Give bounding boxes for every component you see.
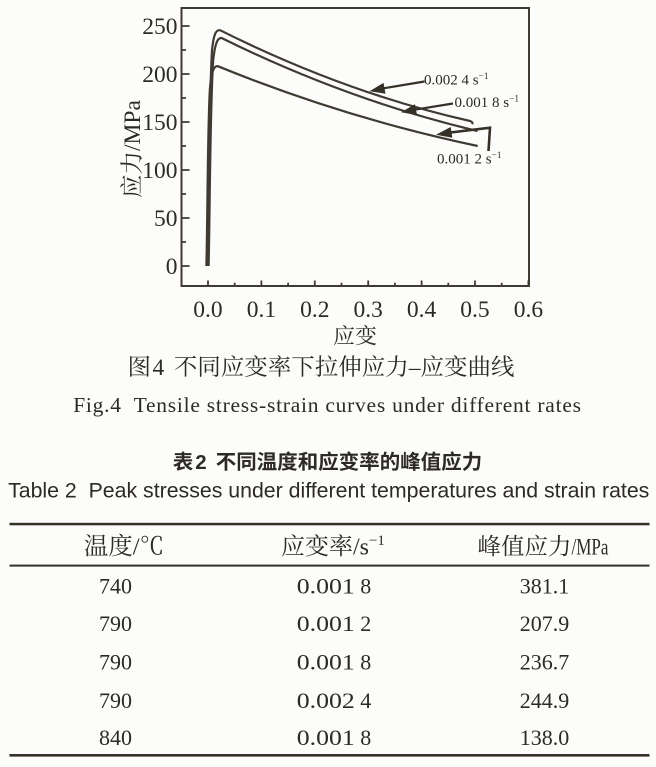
- svg-text:0: 0: [166, 254, 178, 280]
- svg-text:2: 2: [195, 451, 206, 474]
- svg-text:790: 790: [99, 688, 132, 713]
- svg-text:0.001: 0.001: [297, 650, 355, 675]
- svg-text:207.9: 207.9: [520, 611, 570, 636]
- svg-text:/MPa: /MPa: [120, 100, 146, 151]
- svg-text:–: –: [408, 355, 421, 381]
- svg-text:244.9: 244.9: [520, 688, 570, 713]
- svg-text:−1: −1: [492, 151, 502, 161]
- svg-text:/: /: [133, 534, 140, 561]
- svg-text:4: 4: [360, 688, 371, 713]
- svg-text:236.7: 236.7: [520, 650, 570, 675]
- svg-text:Table 2 Peak stresses under d: Table 2 Peak stresses under different te…: [8, 479, 649, 503]
- svg-text:740: 740: [99, 574, 132, 599]
- svg-text:0.6: 0.6: [514, 297, 544, 323]
- svg-text:0.3: 0.3: [354, 297, 383, 323]
- svg-text:50: 50: [154, 206, 178, 232]
- svg-text:0.001: 0.001: [297, 725, 355, 750]
- svg-text:Fig.4 Tensile stress-strain c: Fig.4 Tensile stress-strain curves under…: [73, 393, 582, 417]
- svg-text:200: 200: [142, 62, 177, 88]
- svg-text:0.0: 0.0: [193, 297, 222, 323]
- svg-text:100: 100: [142, 158, 177, 184]
- svg-text:8: 8: [360, 650, 371, 675]
- svg-text:0.002 4 s: 0.002 4 s: [424, 73, 479, 89]
- svg-text:8: 8: [360, 574, 371, 599]
- svg-text:0.001: 0.001: [297, 611, 355, 636]
- svg-text:790: 790: [99, 611, 132, 636]
- svg-text:/s: /s: [353, 535, 369, 561]
- svg-text:0.5: 0.5: [460, 297, 489, 323]
- svg-text:0.001 8 s: 0.001 8 s: [455, 95, 510, 111]
- svg-text:−1: −1: [369, 533, 385, 549]
- svg-text:0.4: 0.4: [407, 297, 437, 323]
- svg-text:/MPa: /MPa: [572, 535, 609, 561]
- svg-text:8: 8: [360, 725, 371, 750]
- svg-text:0.001 2 s: 0.001 2 s: [437, 152, 492, 168]
- svg-text:0.2: 0.2: [300, 297, 329, 323]
- svg-text:0.001: 0.001: [297, 574, 355, 599]
- svg-text:4: 4: [153, 355, 165, 381]
- svg-text:−1: −1: [509, 95, 519, 105]
- svg-text:0.002: 0.002: [297, 688, 355, 713]
- svg-text:138.0: 138.0: [520, 725, 570, 750]
- svg-text:840: 840: [99, 725, 132, 750]
- svg-text:790: 790: [99, 650, 132, 675]
- svg-text:−1: −1: [479, 72, 489, 82]
- svg-text:381.1: 381.1: [520, 574, 570, 599]
- svg-text:150: 150: [142, 110, 177, 136]
- svg-text:250: 250: [142, 14, 177, 40]
- svg-text:0.1: 0.1: [247, 297, 276, 323]
- svg-text:2: 2: [360, 611, 371, 636]
